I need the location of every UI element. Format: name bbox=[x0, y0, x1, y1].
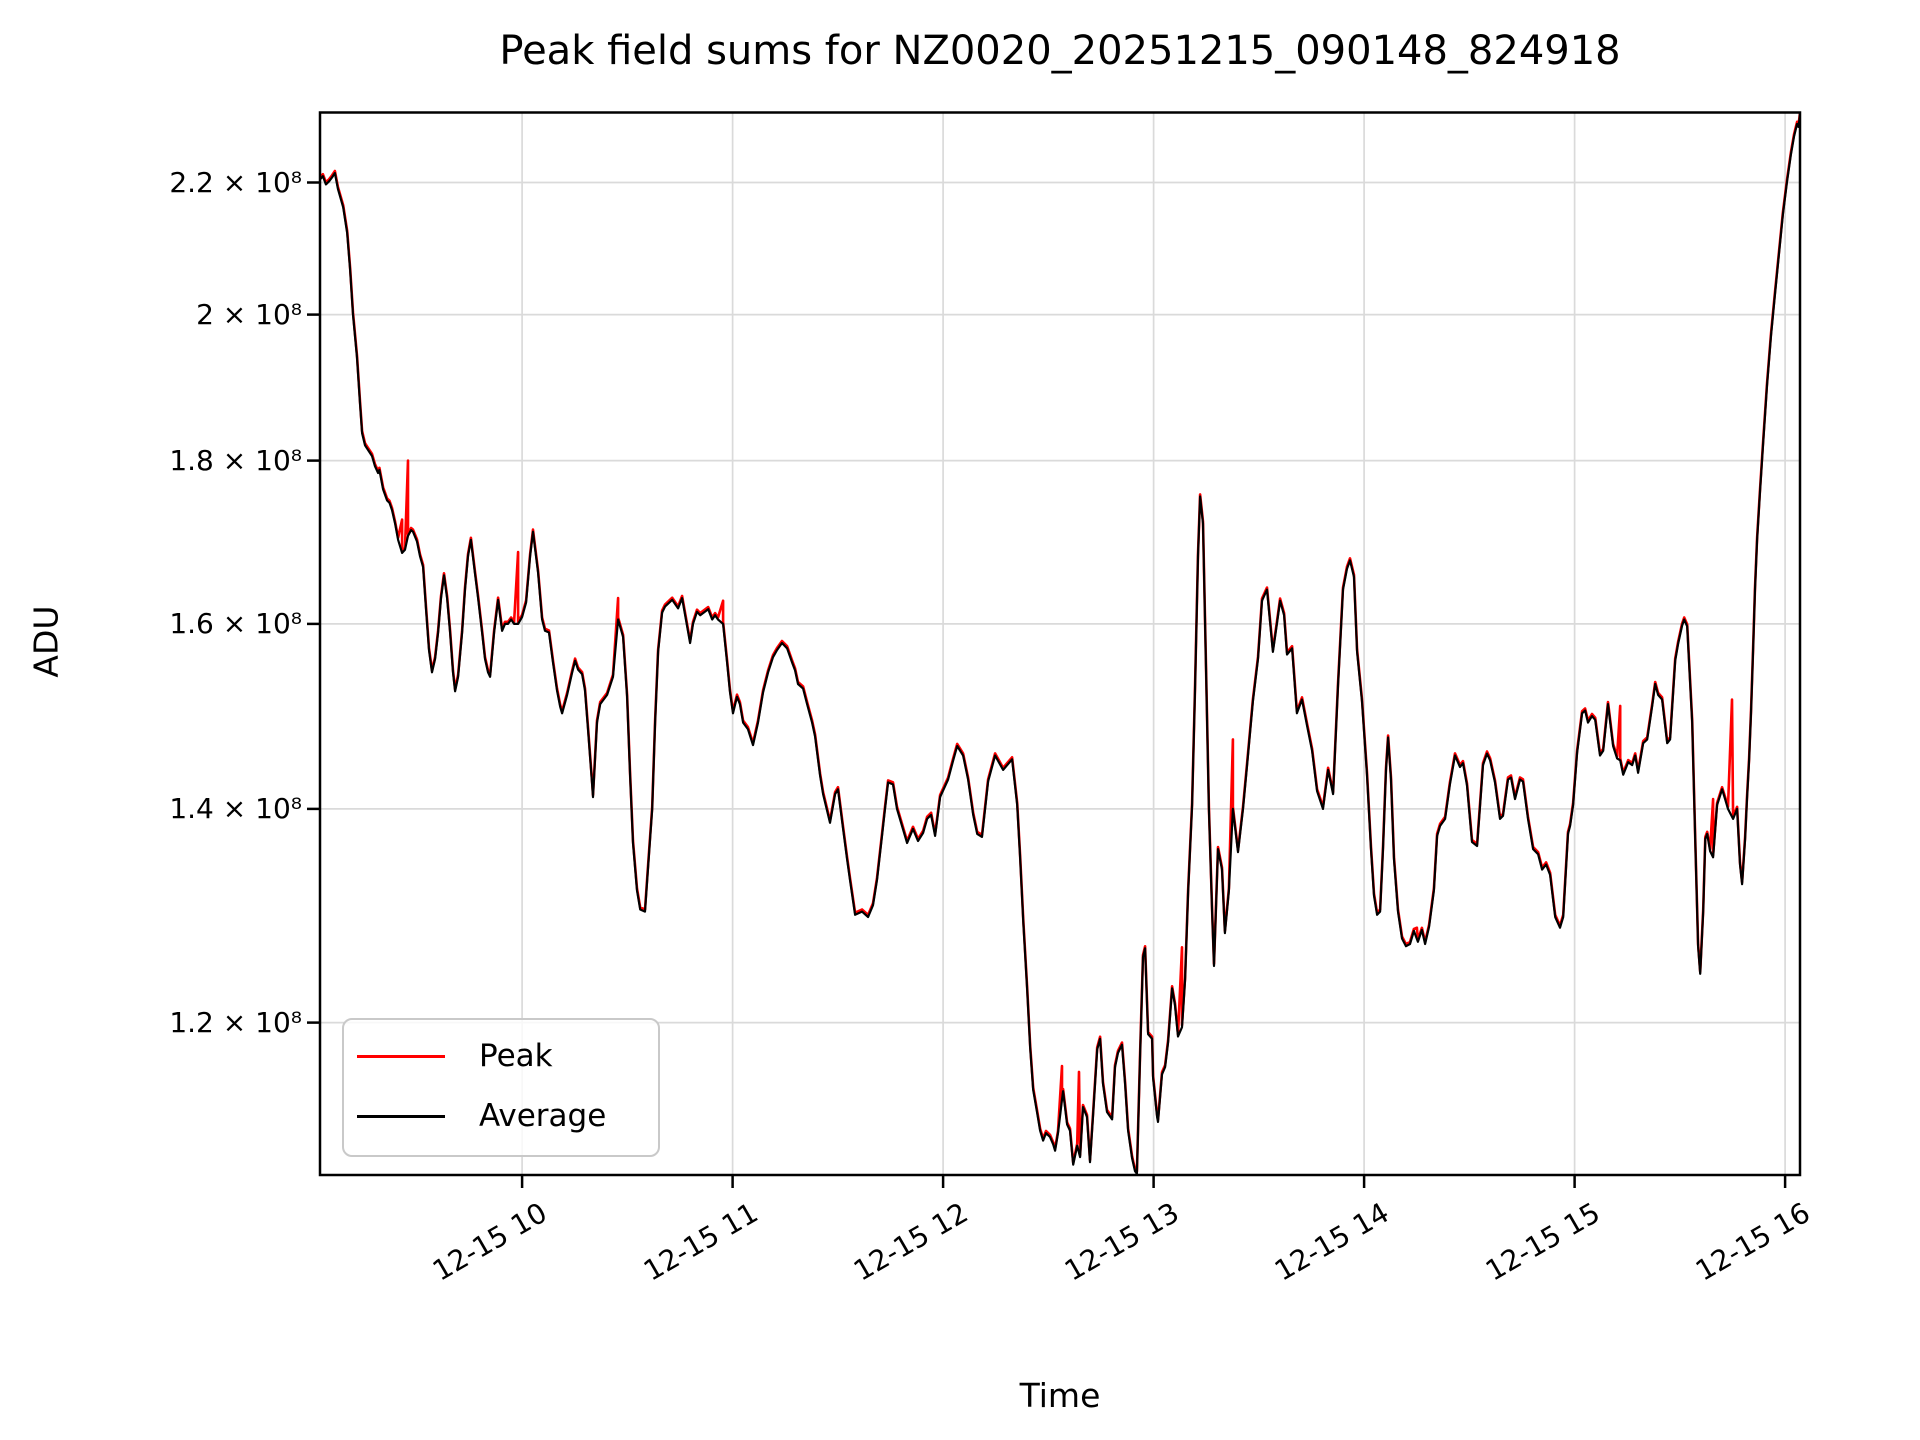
y-tick-label: 1.2 × 10⁸ bbox=[169, 1005, 302, 1039]
x-axis-label: Time bbox=[1019, 1376, 1101, 1415]
legend: Peak Average bbox=[342, 1018, 660, 1157]
legend-entry-average: Average bbox=[357, 1086, 658, 1146]
legend-label-peak: Peak bbox=[479, 1038, 553, 1074]
peak-line-swatch bbox=[357, 1054, 445, 1058]
y-tick-label: 2.2 × 10⁸ bbox=[169, 165, 302, 199]
y-tick-label: 1.6 × 10⁸ bbox=[169, 606, 302, 640]
y-tick-label: 1.8 × 10⁸ bbox=[169, 443, 302, 477]
y-tick-label: 1.4 × 10⁸ bbox=[169, 791, 302, 825]
legend-label-average: Average bbox=[479, 1098, 607, 1134]
average-line-swatch bbox=[357, 1114, 445, 1118]
y-tick-label: 2 × 10⁸ bbox=[196, 297, 302, 331]
legend-entry-peak: Peak bbox=[357, 1026, 658, 1086]
chart-title: Peak field sums for NZ0020_20251215_0901… bbox=[499, 28, 1621, 74]
